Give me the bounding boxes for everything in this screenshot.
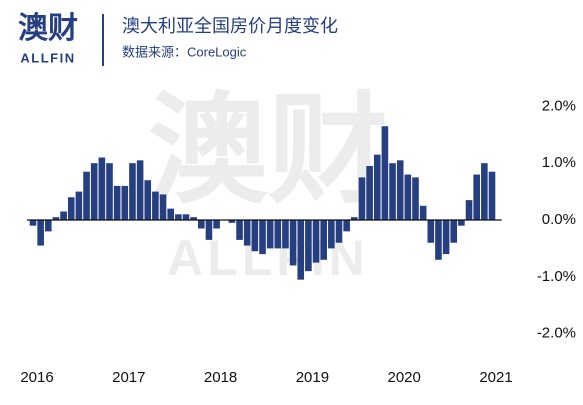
bar [389,163,396,220]
bar [328,220,335,249]
bar [75,191,83,220]
bar [98,157,106,220]
x-tick-label: 2020 [388,369,421,386]
bar [435,220,442,260]
bar [37,220,44,246]
bar [351,217,358,220]
bar [198,220,205,229]
bar [381,126,389,220]
bar [412,177,419,220]
chart-subtitle: 数据来源：CoreLogic [122,44,247,59]
bar [419,205,427,220]
bar [182,214,190,220]
bar [366,166,373,220]
y-tick-label: 2.0% [542,97,576,114]
bar [343,220,350,232]
bar [167,208,174,220]
x-tick-label: 2021 [479,369,512,386]
y-tick-label: -1.0% [537,268,576,285]
bar [129,163,136,220]
bar [427,220,435,243]
bar [106,163,113,220]
bar [175,214,182,220]
bar [159,194,167,220]
bar [213,220,220,229]
chart-title: 澳大利亚全国房价月度变化 [122,16,338,36]
bar [297,220,305,280]
watermark-cn: 澳财 [148,84,388,218]
x-tick-label: 2018 [204,369,237,386]
divider [102,14,104,66]
bar [152,191,159,220]
bar [29,220,37,226]
bar [396,160,404,220]
bar [404,174,412,220]
bar [67,197,75,220]
logo-cn: 澳财 [18,12,78,45]
bar [228,220,236,223]
bar [259,220,266,255]
bar [305,220,312,272]
bar [243,220,251,246]
bar [236,220,243,240]
logo-en: ALLFIN [20,50,75,65]
bar [144,180,152,220]
bar [83,171,90,220]
bar [373,154,381,220]
bar [45,220,52,232]
bar [488,171,496,220]
bar [251,220,259,252]
bar [190,217,197,220]
bar [52,217,60,220]
bar [473,174,480,220]
bar [312,220,320,263]
bar [320,220,327,260]
bar [289,220,297,266]
bar [90,163,98,220]
bar [450,220,458,243]
bar [121,185,129,220]
bar [442,220,450,255]
bar [266,220,274,249]
bar [481,163,488,220]
x-tick-label: 2016 [20,369,53,386]
bar [136,160,144,220]
bar [113,185,121,220]
y-tick-label: 0.0% [542,211,576,228]
bar [205,220,213,240]
bar [465,200,473,220]
bar [60,211,67,220]
bar [335,220,343,243]
y-tick-label: -2.0% [537,325,576,342]
bar [282,220,289,249]
y-tick-label: 1.0% [542,154,576,171]
bar [358,177,366,220]
bar [458,220,465,226]
x-tick-label: 2019 [296,369,329,386]
x-tick-label: 2017 [112,369,145,386]
bar [274,220,282,249]
